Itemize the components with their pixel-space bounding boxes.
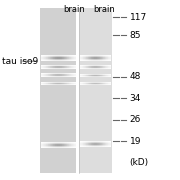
Text: tau iso9: tau iso9 [2, 57, 38, 66]
Text: 48: 48 [130, 72, 141, 81]
Text: 85: 85 [130, 31, 141, 40]
Text: brain: brain [94, 4, 115, 14]
Text: (kD): (kD) [130, 158, 149, 166]
Text: brain: brain [63, 4, 85, 14]
Text: 117: 117 [130, 13, 147, 22]
Text: 34: 34 [130, 94, 141, 103]
Text: 26: 26 [130, 115, 141, 124]
Text: 19: 19 [130, 137, 141, 146]
